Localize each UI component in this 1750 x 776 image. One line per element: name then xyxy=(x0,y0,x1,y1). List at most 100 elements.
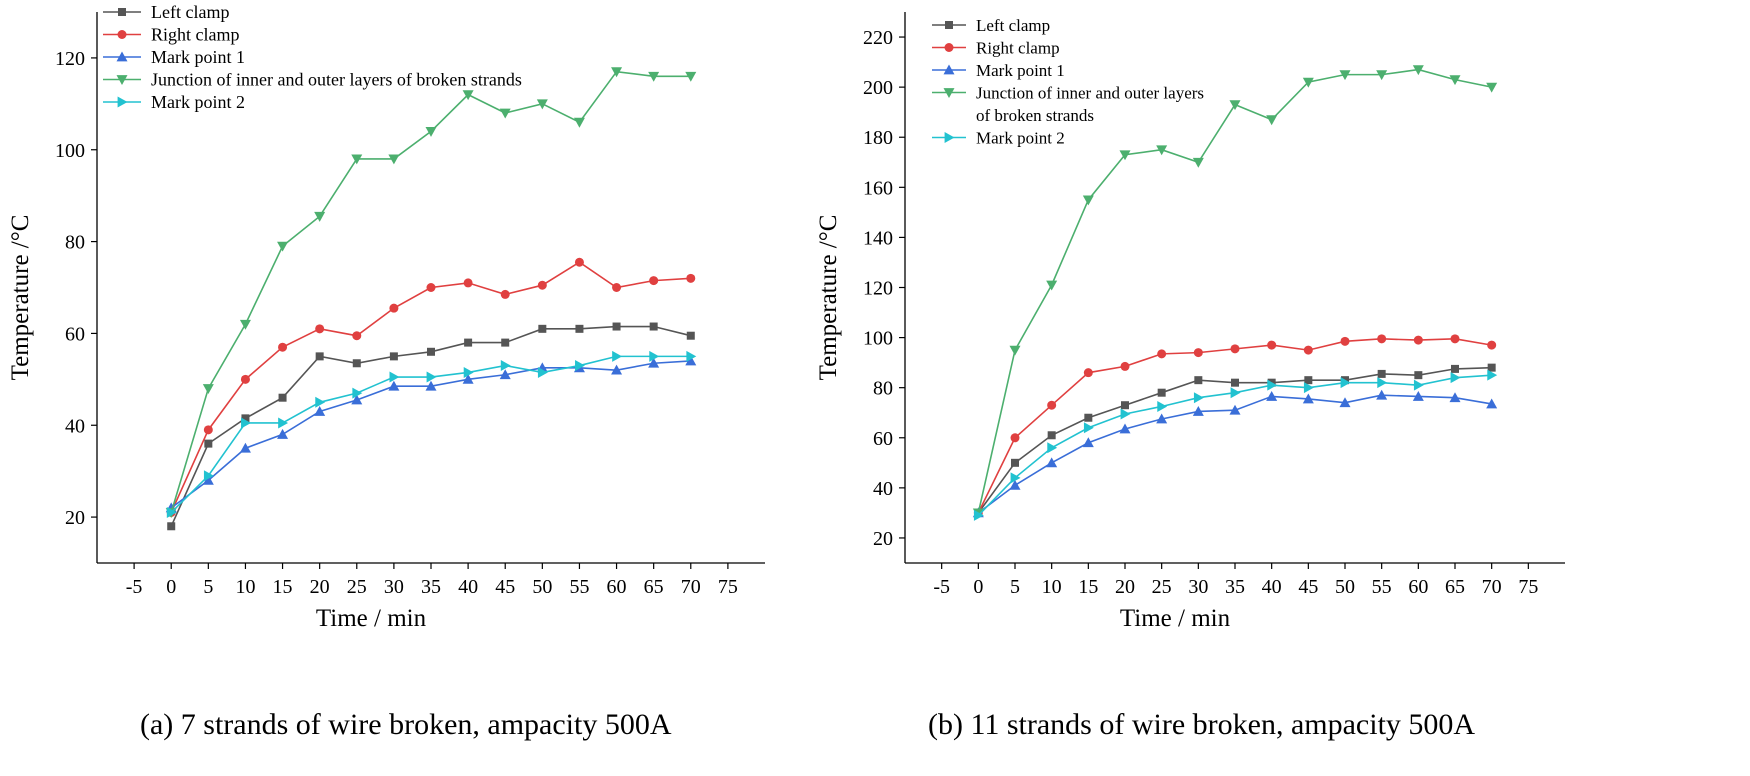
chart-b-x-tick-label: 5 xyxy=(1010,576,1020,598)
chart-b-x-tick-label: 65 xyxy=(1445,576,1465,598)
chart-b-y-tick-label: 40 xyxy=(873,478,893,500)
chart-b-series-5-point xyxy=(1377,377,1388,389)
chart-b-x-tick-label: 75 xyxy=(1518,576,1538,598)
chart-a-series-4 xyxy=(165,67,697,518)
chart-b-series-1-point xyxy=(1011,458,1019,467)
chart-a-series-2-point xyxy=(649,276,659,286)
chart-b-series-1-point xyxy=(1451,364,1459,373)
chart-b-x-tick-label: 15 xyxy=(1078,576,1098,598)
chart-b-legend-marker-5 xyxy=(944,132,955,143)
chart-a-series-1-point xyxy=(352,359,361,368)
chart-a-series-4-point xyxy=(314,211,326,222)
chart-a-series-4-point xyxy=(499,108,511,119)
chart-a-x-axis-label: Time / min xyxy=(316,605,427,632)
chart-a-series-4-point xyxy=(685,71,697,82)
chart-b-legend-label-5: Mark point 2 xyxy=(976,129,1065,148)
chart-b-series-5-point xyxy=(1047,442,1058,454)
chart-b-series-3-point xyxy=(1266,390,1278,401)
chart-b-y-tick-label: 60 xyxy=(873,428,893,450)
chart-a-y-tick-label: 20 xyxy=(65,507,85,529)
chart-b-series-5-point xyxy=(1340,377,1351,389)
chart-b-x-tick-label: 70 xyxy=(1482,576,1502,598)
chart-a-series-4-point xyxy=(351,154,363,165)
chart-a-x-tick-label: 5 xyxy=(203,576,213,598)
chart-a-series-5-point xyxy=(166,506,177,518)
chart-b-series-4-point xyxy=(1376,70,1388,81)
chart-b-series-1-point xyxy=(1047,431,1056,440)
chart-b-series-3-point xyxy=(1082,437,1094,448)
chart-b-series-3-point xyxy=(1156,413,1168,424)
chart-a-legend-label-1: Left clamp xyxy=(151,2,229,22)
chart-b-series-5-point xyxy=(1120,408,1131,420)
chart-a-series-4-point xyxy=(611,67,623,78)
chart-a-series-5-point xyxy=(426,371,437,383)
chart-a-series-5-point xyxy=(278,417,289,429)
chart-a-series-1-point xyxy=(612,322,621,331)
chart-a-series-2-point xyxy=(203,425,213,435)
chart-a-series-1 xyxy=(167,322,695,531)
chart-a-x-tick-label: 10 xyxy=(235,576,255,598)
chart-b-y-tick-label: 140 xyxy=(863,227,893,249)
chart-b-series-3-point xyxy=(1449,392,1461,403)
chart-b-series-4-point xyxy=(1339,70,1351,81)
chart-b-series-2-line xyxy=(977,338,1492,514)
chart-b-series-1-point xyxy=(1377,369,1386,378)
chart-b-x-tick-label: 10 xyxy=(1042,576,1062,598)
chart-a-series-1-point xyxy=(278,393,287,402)
chart-b-y-tick-label: 200 xyxy=(863,77,893,99)
chart-b-series-4-point xyxy=(1009,345,1021,356)
chart-b-series-3-point xyxy=(1046,457,1058,468)
chart-a-series-5-point xyxy=(500,360,511,372)
chart-b-x-tick-label: 55 xyxy=(1372,576,1392,598)
chart-b-y-tick-label: 80 xyxy=(873,378,893,400)
chart-a-series-1-point xyxy=(389,352,398,361)
chart-b-series-3-point xyxy=(1192,405,1204,416)
chart-b-series-4-point xyxy=(1412,65,1424,76)
chart-b-series-5-point xyxy=(1193,392,1204,404)
chart-b-legend-label-3: Mark point 1 xyxy=(976,61,1065,80)
chart-a-series-1-point xyxy=(686,331,695,340)
chart-a-legend-marker-4 xyxy=(116,75,128,85)
chart-b-series-1-point xyxy=(1414,371,1423,380)
chart-a-series-4-point xyxy=(202,384,214,395)
chart-b-x-axis-label: Time / min xyxy=(1120,605,1231,632)
chart-b-series-3-point xyxy=(1339,397,1351,408)
chart-b-x-tick-label: 30 xyxy=(1188,576,1208,598)
chart-a-x-tick-label: 55 xyxy=(569,576,589,598)
chart-a-series-1-point xyxy=(575,324,584,333)
chart-a-series-2-point xyxy=(686,273,696,283)
chart-b-series-3-point xyxy=(1486,398,1498,409)
chart-b-series-4-point xyxy=(1266,115,1278,126)
chart-b-series-1-point xyxy=(1231,378,1239,387)
chart-a-series-5-point xyxy=(649,350,660,362)
chart-b-x-tick-label: 40 xyxy=(1262,576,1282,598)
chart-a-series-2-point xyxy=(500,289,510,299)
chart-a-series-1-point xyxy=(315,352,324,361)
chart-a-y-tick-label: 100 xyxy=(55,140,85,162)
chart-a-series-3-point xyxy=(388,380,400,391)
chart-a-series-2-point xyxy=(463,278,473,288)
chart-b-x-tick-label: 25 xyxy=(1152,576,1172,598)
chart-b-axes: -5 0 5 10 15 20 25 30 35 40 45 50 55 60 65 70 75 20 40 60 80… xyxy=(863,12,1565,598)
chart-b: -5 0 5 10 15 20 25 30 35 40 45 50 55 60 65 70 75 20 40 60 80… xyxy=(815,12,1565,632)
chart-a-series-2-point xyxy=(352,331,362,341)
chart-b-series-2-point xyxy=(1413,335,1423,345)
chart-a-series-4-point xyxy=(388,154,400,165)
chart-b-legend: Left clamp Right clamp Mark point 1 Junctio… xyxy=(932,16,1204,148)
chart-a-series-3-point xyxy=(685,355,697,366)
chart-b-series-2-point xyxy=(1010,433,1020,443)
chart-a-series-3-point xyxy=(462,373,474,384)
chart-a-series-5 xyxy=(166,350,697,518)
chart-a-series-1-point xyxy=(427,347,435,356)
chart-b-series-1-point xyxy=(1487,363,1496,372)
chart-b-series-2-point xyxy=(1487,340,1497,350)
chart-b-series-4-point xyxy=(1156,145,1168,156)
chart-b-y-tick-label: 100 xyxy=(863,328,893,350)
chart-b-series-2-point xyxy=(1377,334,1387,344)
chart-b-y-tick-label: 180 xyxy=(863,127,893,149)
chart-b-x-tick-label: 50 xyxy=(1335,576,1355,598)
chart-b-y-tick-label: 20 xyxy=(873,528,893,550)
chart-a-x-tick-label: 0 xyxy=(166,576,176,598)
chart-a-legend-marker-3 xyxy=(116,51,128,62)
chart-a-series-3 xyxy=(165,355,697,513)
